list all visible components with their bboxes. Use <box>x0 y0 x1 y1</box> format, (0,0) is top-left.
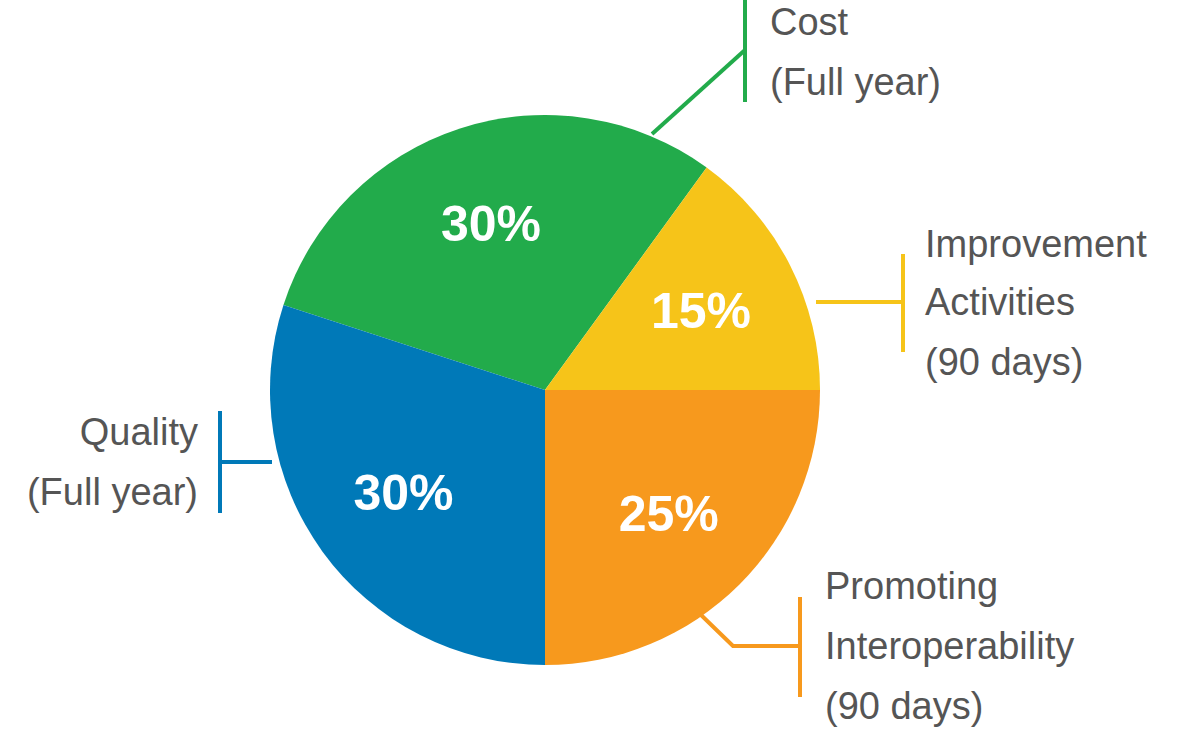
chart-container: 30% 15% 25% 30% Cost (Full year) Improvement Ac… <box>0 0 1200 729</box>
category-label-line: Promoting <box>825 565 998 607</box>
leader-line <box>816 300 903 304</box>
category-label-line: Cost <box>770 1 849 43</box>
category-label-line: Interoperability <box>825 625 1074 667</box>
category-label-line: (90 days) <box>825 685 983 727</box>
category-label: Cost (Full year) <box>770 1 941 103</box>
pie <box>270 115 820 665</box>
leader-bar <box>743 0 747 102</box>
category-label-line: (90 days) <box>925 341 1083 383</box>
callout: Cost (Full year) <box>652 0 941 134</box>
category-label-line: Quality <box>80 411 198 453</box>
category-label: Quality (Full year) <box>27 411 198 513</box>
pie-slice <box>545 390 820 665</box>
pie-slice <box>270 305 545 665</box>
chart-svg: 30% 15% 25% 30% Cost (Full year) Improvement Ac… <box>0 0 1200 729</box>
leader-bar <box>218 411 222 513</box>
data-label: 30% <box>441 196 541 252</box>
leader-line <box>220 460 272 464</box>
leader-line <box>652 50 745 134</box>
leader-bar <box>901 254 905 352</box>
leader-bar <box>798 597 802 697</box>
category-label: Improvement Activities (90 days) <box>925 223 1147 383</box>
category-label: Promoting Interoperability (90 days) <box>825 565 1074 727</box>
category-label-line: (Full year) <box>770 61 941 103</box>
data-label: 15% <box>651 283 751 339</box>
pie-slice <box>545 168 820 390</box>
data-label: 25% <box>619 486 719 542</box>
callout: Quality (Full year) <box>27 411 272 513</box>
category-label-line: Activities <box>925 281 1075 323</box>
callout: Promoting Interoperability (90 days) <box>700 565 1074 727</box>
data-label: 30% <box>353 465 453 521</box>
category-label-line: Improvement <box>925 223 1147 265</box>
category-label-line: (Full year) <box>27 471 198 513</box>
callout: Improvement Activities (90 days) <box>816 223 1147 383</box>
leader-line <box>700 614 800 646</box>
